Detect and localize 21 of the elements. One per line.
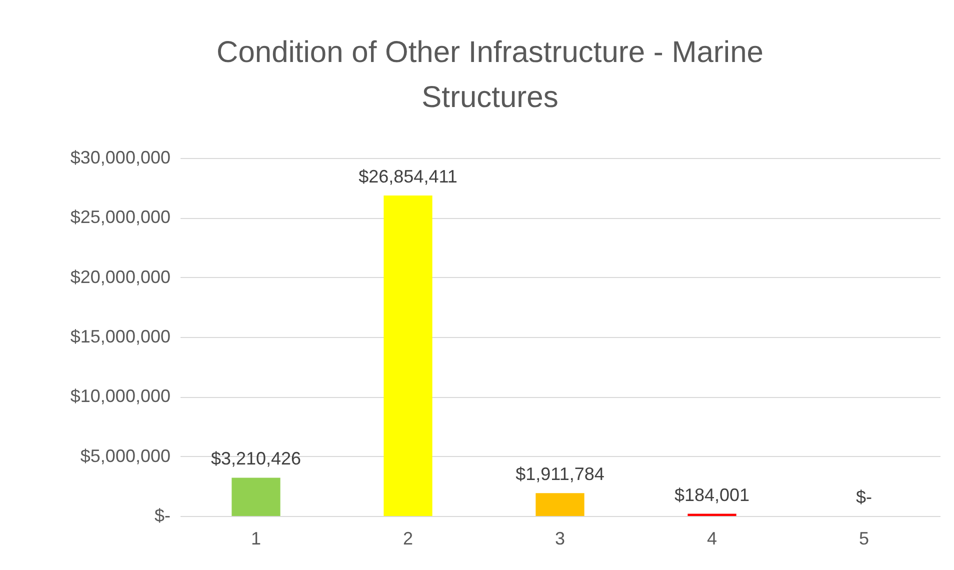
- x-tick-label: 2: [402, 528, 414, 548]
- bar: [536, 493, 584, 516]
- x-tick-label: 5: [858, 528, 870, 548]
- data-label: $-: [856, 487, 872, 507]
- y-tick-label: $30,000,000: [70, 148, 170, 168]
- x-tick-label: 1: [250, 528, 262, 548]
- y-tick-label: $10,000,000: [70, 386, 170, 406]
- x-tick-label: 4: [706, 528, 718, 548]
- data-label: $26,854,411: [358, 166, 458, 187]
- y-tick-label: $5,000,000: [80, 446, 170, 466]
- bar: [384, 196, 432, 516]
- data-label: $184,001: [674, 484, 750, 505]
- y-tick-label: $-: [154, 506, 170, 526]
- bar: [232, 478, 280, 516]
- data-label: $3,210,426: [210, 448, 302, 469]
- y-tick-label: $25,000,000: [70, 207, 170, 228]
- data-label: $1,911,784: [516, 464, 604, 484]
- chart-title: Condition of Other Infrastructure - Marine Structures: [216, 36, 764, 114]
- y-tick-label: $15,000,000: [70, 326, 170, 346]
- y-tick-label: $20,000,000: [70, 266, 170, 287]
- x-tick-label: 3: [554, 528, 566, 548]
